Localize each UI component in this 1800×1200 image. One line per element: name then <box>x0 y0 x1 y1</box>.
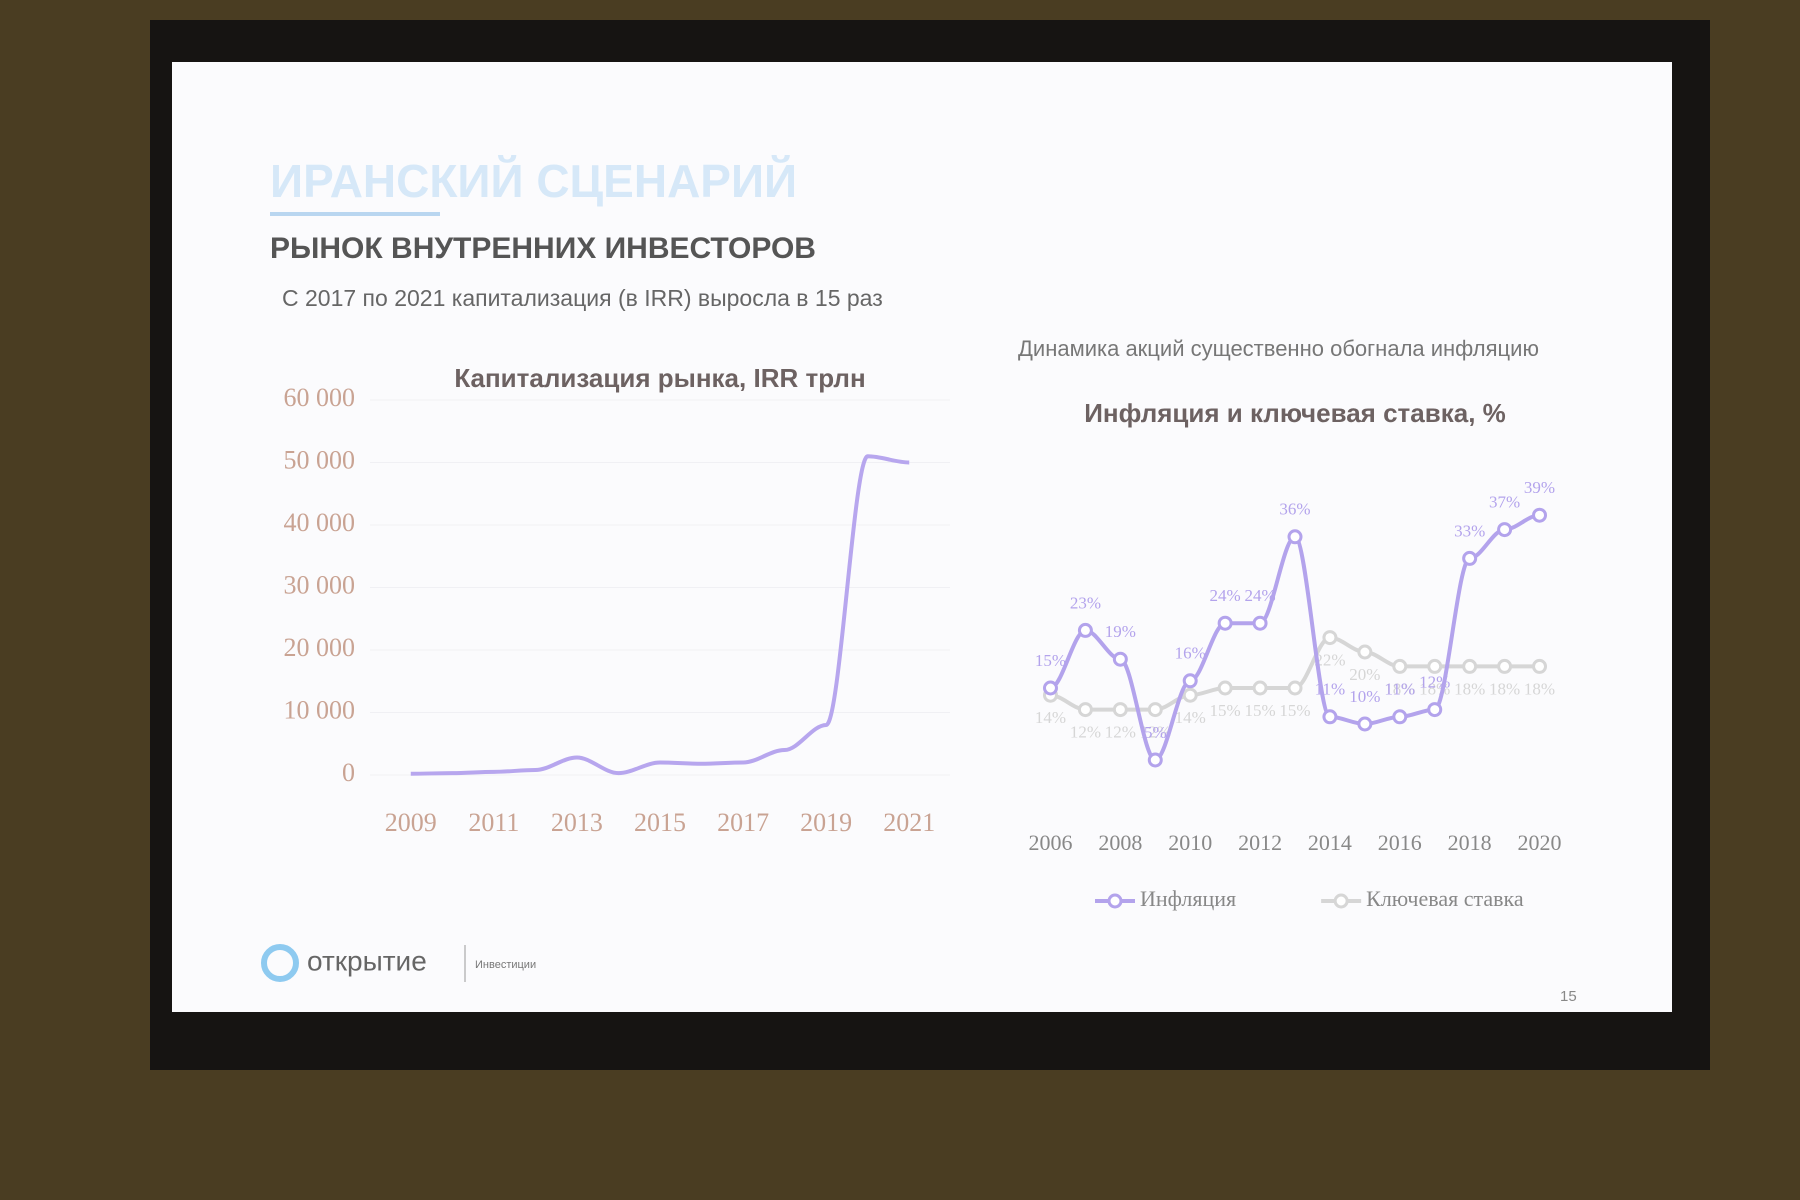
x-tick-label: 2020 <box>1518 830 1562 855</box>
y-tick-label: 20 000 <box>284 633 356 662</box>
x-tick-label: 2011 <box>468 808 519 837</box>
point <box>1182 687 1198 703</box>
data-label: 36% <box>1279 500 1310 519</box>
point <box>1112 651 1128 667</box>
data-label: 11% <box>1385 680 1416 699</box>
y-tick-label: 60 000 <box>284 383 356 412</box>
point <box>1532 658 1548 674</box>
y-tick-label: 0 <box>342 758 355 787</box>
data-label: 15% <box>1244 701 1275 720</box>
right-note: Динамика акций существенно обогнала инфл… <box>1018 336 1539 361</box>
point <box>1427 658 1443 674</box>
point <box>1077 702 1093 718</box>
legend-label: Инфляция <box>1140 886 1236 911</box>
point <box>1497 522 1513 538</box>
point <box>1252 680 1268 696</box>
logo: открытие <box>307 945 427 976</box>
y-tick-label: 30 000 <box>284 570 356 599</box>
data-label: 18% <box>1489 679 1520 698</box>
x-tick-label: 2015 <box>634 808 686 837</box>
point <box>1147 752 1163 768</box>
data-label: 37% <box>1489 493 1520 512</box>
point <box>1252 615 1268 631</box>
point <box>1217 615 1233 631</box>
data-label: 24% <box>1210 586 1241 605</box>
point <box>1392 658 1408 674</box>
data-label: 15% <box>1279 701 1310 720</box>
data-label: 5% <box>1144 723 1167 742</box>
point <box>1427 702 1443 718</box>
point <box>1287 529 1303 545</box>
point <box>1182 673 1198 689</box>
legend-marker <box>1333 893 1349 909</box>
point <box>1147 702 1163 718</box>
page-number: 15 <box>1560 988 1577 1005</box>
point <box>1287 680 1303 696</box>
legend-label: Ключевая ставка <box>1366 886 1524 911</box>
logo-icon <box>261 944 299 982</box>
point <box>1462 658 1478 674</box>
point <box>1112 702 1128 718</box>
x-tick-label: 2013 <box>551 808 603 837</box>
point <box>1077 622 1093 638</box>
data-label: 22% <box>1314 651 1345 670</box>
x-tick-label: 2010 <box>1168 830 1212 855</box>
x-tick-label: 2009 <box>385 808 437 837</box>
data-label: 24% <box>1244 586 1275 605</box>
point <box>1322 630 1338 646</box>
slide <box>172 62 1672 1012</box>
data-label: 39% <box>1524 478 1555 497</box>
data-label: 14% <box>1035 708 1066 727</box>
y-tick-label: 10 000 <box>284 695 356 724</box>
data-label: 10% <box>1349 687 1380 706</box>
x-tick-label: 2018 <box>1448 830 1492 855</box>
data-label: 12% <box>1419 673 1450 692</box>
chart-title: Инфляция и ключевая ставка, % <box>1084 398 1506 428</box>
data-label: 23% <box>1070 593 1101 612</box>
data-label: 18% <box>1524 679 1555 698</box>
x-tick-label: 2012 <box>1238 830 1282 855</box>
data-label: 18% <box>1384 679 1415 698</box>
line <box>410 454 910 776</box>
point <box>1217 680 1233 696</box>
left-note: С 2017 по 2021 капитализация (в IRR) выр… <box>282 285 883 311</box>
x-tick-label: 2019 <box>800 808 852 837</box>
point <box>1532 507 1548 523</box>
point <box>1462 550 1478 566</box>
data-label: 18% <box>1454 679 1485 698</box>
point <box>1322 709 1338 725</box>
x-tick-label: 2008 <box>1098 830 1142 855</box>
data-label: 12% <box>1070 723 1101 742</box>
y-tick-label: 50 000 <box>284 445 356 474</box>
data-label: 15% <box>1035 651 1066 670</box>
point <box>1357 644 1373 660</box>
data-label: 14% <box>1175 708 1206 727</box>
x-tick-label: 2016 <box>1378 830 1422 855</box>
logo-sub: Инвестиции <box>475 959 536 971</box>
x-tick-label: 2021 <box>883 808 935 837</box>
data-label: 12% <box>1140 723 1171 742</box>
data-label: 19% <box>1105 622 1136 641</box>
point <box>1392 709 1408 725</box>
data-label: 20% <box>1349 665 1380 684</box>
data-label: 15% <box>1210 701 1241 720</box>
point <box>1042 680 1058 696</box>
data-label: 33% <box>1454 521 1485 540</box>
x-tick-label: 2014 <box>1308 830 1352 855</box>
x-tick-label: 2017 <box>717 808 769 837</box>
point <box>1497 658 1513 674</box>
point <box>1357 716 1373 732</box>
data-label: 16% <box>1175 644 1206 663</box>
x-tick-label: 2006 <box>1028 830 1072 855</box>
chart-title: Капитализация рынка, IRR трлн <box>454 363 865 393</box>
slide-title: ИРАНСКИЙ СЦЕНАРИЙ <box>270 155 797 207</box>
legend-marker <box>1107 893 1123 909</box>
data-label: 11% <box>1315 680 1346 699</box>
slide-heading: РЫНОК ВНУТРЕННИХ ИНВЕСТОРОВ <box>270 232 816 265</box>
y-tick-label: 40 000 <box>284 508 356 537</box>
data-label: 12% <box>1105 723 1136 742</box>
